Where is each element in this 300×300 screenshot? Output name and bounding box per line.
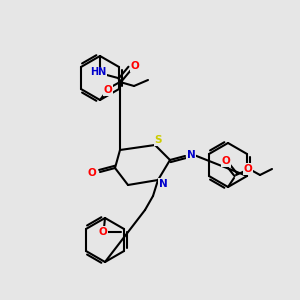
Text: O: O [103, 85, 112, 95]
Text: HN: HN [90, 67, 106, 77]
Text: S: S [154, 135, 162, 145]
Text: O: O [99, 227, 107, 237]
Text: O: O [88, 168, 96, 178]
Text: O: O [130, 61, 140, 71]
Text: N: N [159, 179, 167, 189]
Text: O: O [244, 164, 252, 174]
Text: N: N [187, 150, 195, 160]
Text: O: O [222, 156, 230, 166]
